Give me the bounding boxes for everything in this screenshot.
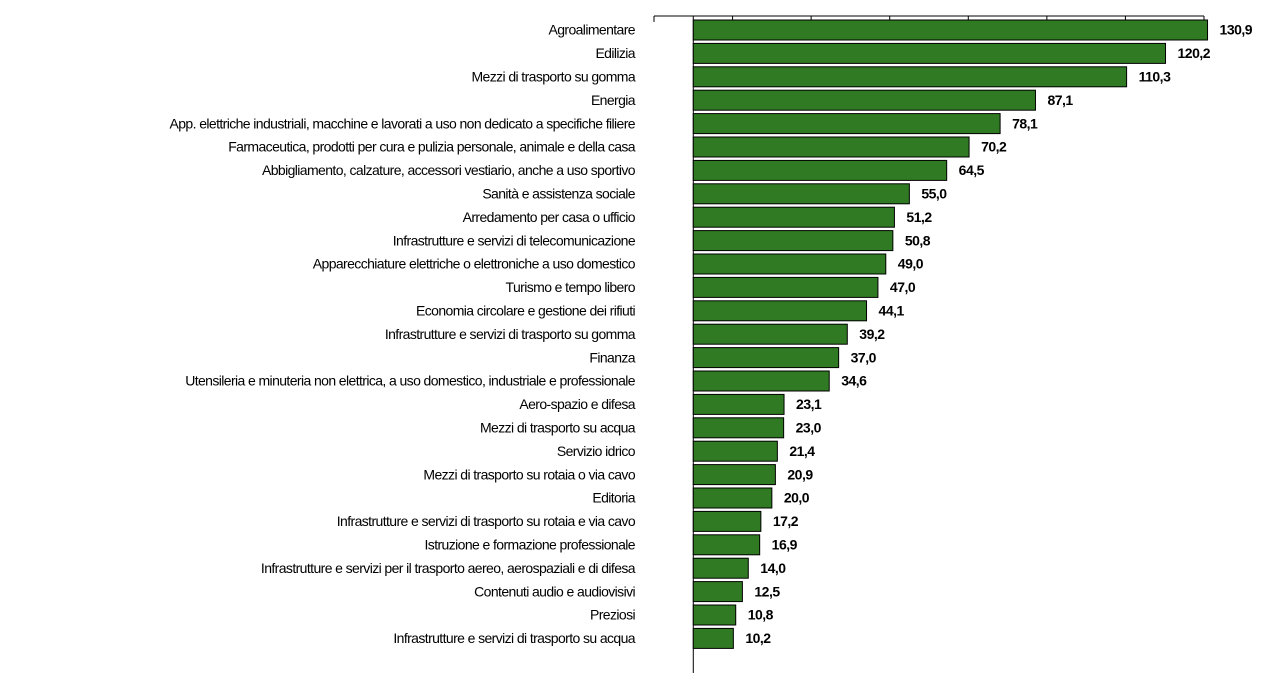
category-label: Agroalimentare: [548, 22, 635, 38]
value-label: 17,2: [773, 513, 799, 529]
bar: [692, 206, 895, 228]
value-label: 16,9: [772, 537, 798, 553]
bar: [692, 627, 734, 649]
bar: [692, 440, 778, 462]
category-label: Preziosi: [590, 607, 635, 623]
value-label: 12,5: [754, 583, 780, 599]
value-label: 70,2: [981, 139, 1007, 155]
category-label: Edilizia: [595, 45, 635, 61]
bar: [692, 323, 848, 345]
bar: [692, 510, 762, 532]
bar: [692, 89, 1036, 111]
value-label: 44,1: [879, 303, 905, 319]
bar: [692, 581, 743, 603]
value-label: 51,2: [906, 209, 932, 225]
value-label: 34,6: [841, 373, 867, 389]
bar: [692, 534, 761, 556]
value-label: 20,0: [784, 490, 810, 506]
value-label: 37,0: [851, 349, 877, 365]
value-label: 130,9: [1220, 22, 1253, 38]
category-label: Energia: [591, 92, 636, 108]
bar: [692, 253, 887, 275]
value-label: 39,2: [859, 326, 885, 342]
bar: [692, 464, 776, 486]
value-label: 20,9: [787, 466, 813, 482]
category-label: Turismo e tempo libero: [506, 279, 636, 295]
bar: [692, 276, 879, 298]
category-label: App. elettriche industriali, macchine e …: [170, 115, 636, 131]
category-label: Infrastrutture e servizi di trasporto su…: [337, 513, 636, 529]
category-label: Finanza: [589, 349, 635, 365]
category-label: Apparecchiature elettriche o elettronich…: [313, 256, 636, 272]
category-label: Infrastrutture e servizi di trasporto su…: [393, 630, 635, 646]
category-label: Contenuti audio e audiovisivi: [474, 583, 635, 599]
category-label: Sanità e assistenza sociale: [482, 186, 635, 202]
category-label: Mezzi di trasporto su rotaia o via cavo: [423, 466, 635, 482]
bar: [692, 557, 749, 579]
value-label: 110,3: [1139, 69, 1171, 85]
value-label: 64,5: [959, 162, 985, 178]
bar: [692, 66, 1128, 88]
bar: [692, 604, 737, 626]
bar: [692, 393, 785, 415]
value-label: 10,2: [745, 630, 771, 646]
category-label: Mezzi di trasporto su acqua: [480, 420, 636, 436]
value-label: 50,8: [905, 232, 931, 248]
category-label: Farmaceutica, prodotti per cura e pulizi…: [228, 139, 636, 155]
bar: [692, 113, 1001, 135]
value-label: 10,8: [748, 607, 774, 623]
bar: [692, 19, 1209, 41]
category-label: Arredamento per casa o ufficio: [463, 209, 636, 225]
value-label: 78,1: [1012, 115, 1038, 131]
category-label: Mezzi di trasporto su gomma: [471, 69, 635, 85]
value-label: 47,0: [890, 279, 916, 295]
category-label: Infrastrutture e servizi di telecomunica…: [393, 232, 636, 248]
bar: [692, 183, 910, 205]
bar: [692, 347, 840, 369]
category-label: Editoria: [592, 490, 635, 506]
value-label: 23,1: [796, 396, 822, 412]
category-label: Abbigliamento, calzature, accessori vest…: [262, 162, 636, 178]
category-label: Servizio idrico: [557, 443, 636, 459]
bar: [692, 370, 830, 392]
bar: [692, 230, 894, 252]
category-label: Economia circolare e gestione dei rifiut…: [416, 303, 635, 319]
value-label: 120,2: [1178, 45, 1211, 61]
value-label: 23,0: [796, 420, 822, 436]
value-label: 49,0: [898, 256, 924, 272]
bar: [692, 300, 868, 322]
bar: [692, 42, 1166, 64]
category-label: Infrastrutture e servizi di trasporto su…: [385, 326, 636, 342]
bar: [692, 159, 948, 181]
category-label: Utensileria e minuteria non elettrica, a…: [185, 373, 636, 389]
value-label: 21,4: [789, 443, 815, 459]
bar: [692, 487, 773, 509]
value-label: 14,0: [760, 560, 786, 576]
bar: [692, 136, 970, 158]
value-label: 55,0: [921, 186, 947, 202]
category-label: Aero-spazio e difesa: [519, 396, 635, 412]
bar: [692, 417, 785, 439]
category-label: Infrastrutture e servizi per il trasport…: [261, 560, 636, 576]
value-label: 87,1: [1047, 92, 1073, 108]
category-label: Istruzione e formazione professionale: [425, 537, 636, 553]
